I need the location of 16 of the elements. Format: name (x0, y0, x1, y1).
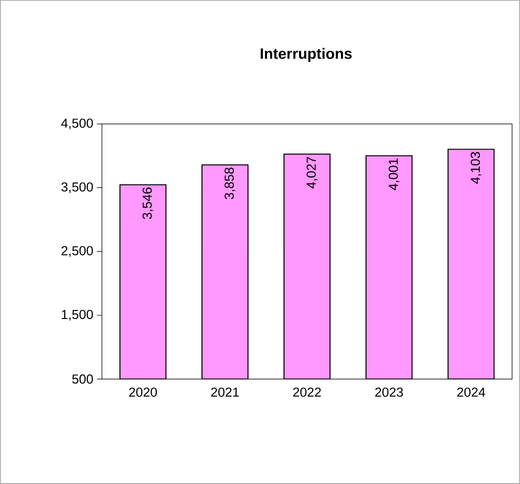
x-tick-label: 2023 (375, 388, 403, 397)
data-label: 4,103 (470, 152, 482, 184)
y-tick-label: 2,500 (62, 246, 93, 257)
y-tick-label: 500 (72, 374, 93, 384)
chart-title: Interruptions (260, 48, 352, 62)
x-tick-label: 2020 (129, 388, 157, 397)
x-tick-label: 2021 (211, 388, 239, 397)
data-label: 3,858 (224, 168, 236, 200)
y-tick-label: 1,500 (62, 310, 93, 321)
x-tick-label: 2022 (293, 388, 321, 397)
y-tick-label: 3,500 (61, 182, 93, 194)
y-tick-label: 4,500 (61, 118, 93, 130)
x-tick-label: 2024 (457, 388, 486, 397)
data-label: 4,001 (388, 158, 400, 190)
data-label: 3,546 (142, 188, 154, 220)
data-label: 4,027 (306, 156, 318, 189)
